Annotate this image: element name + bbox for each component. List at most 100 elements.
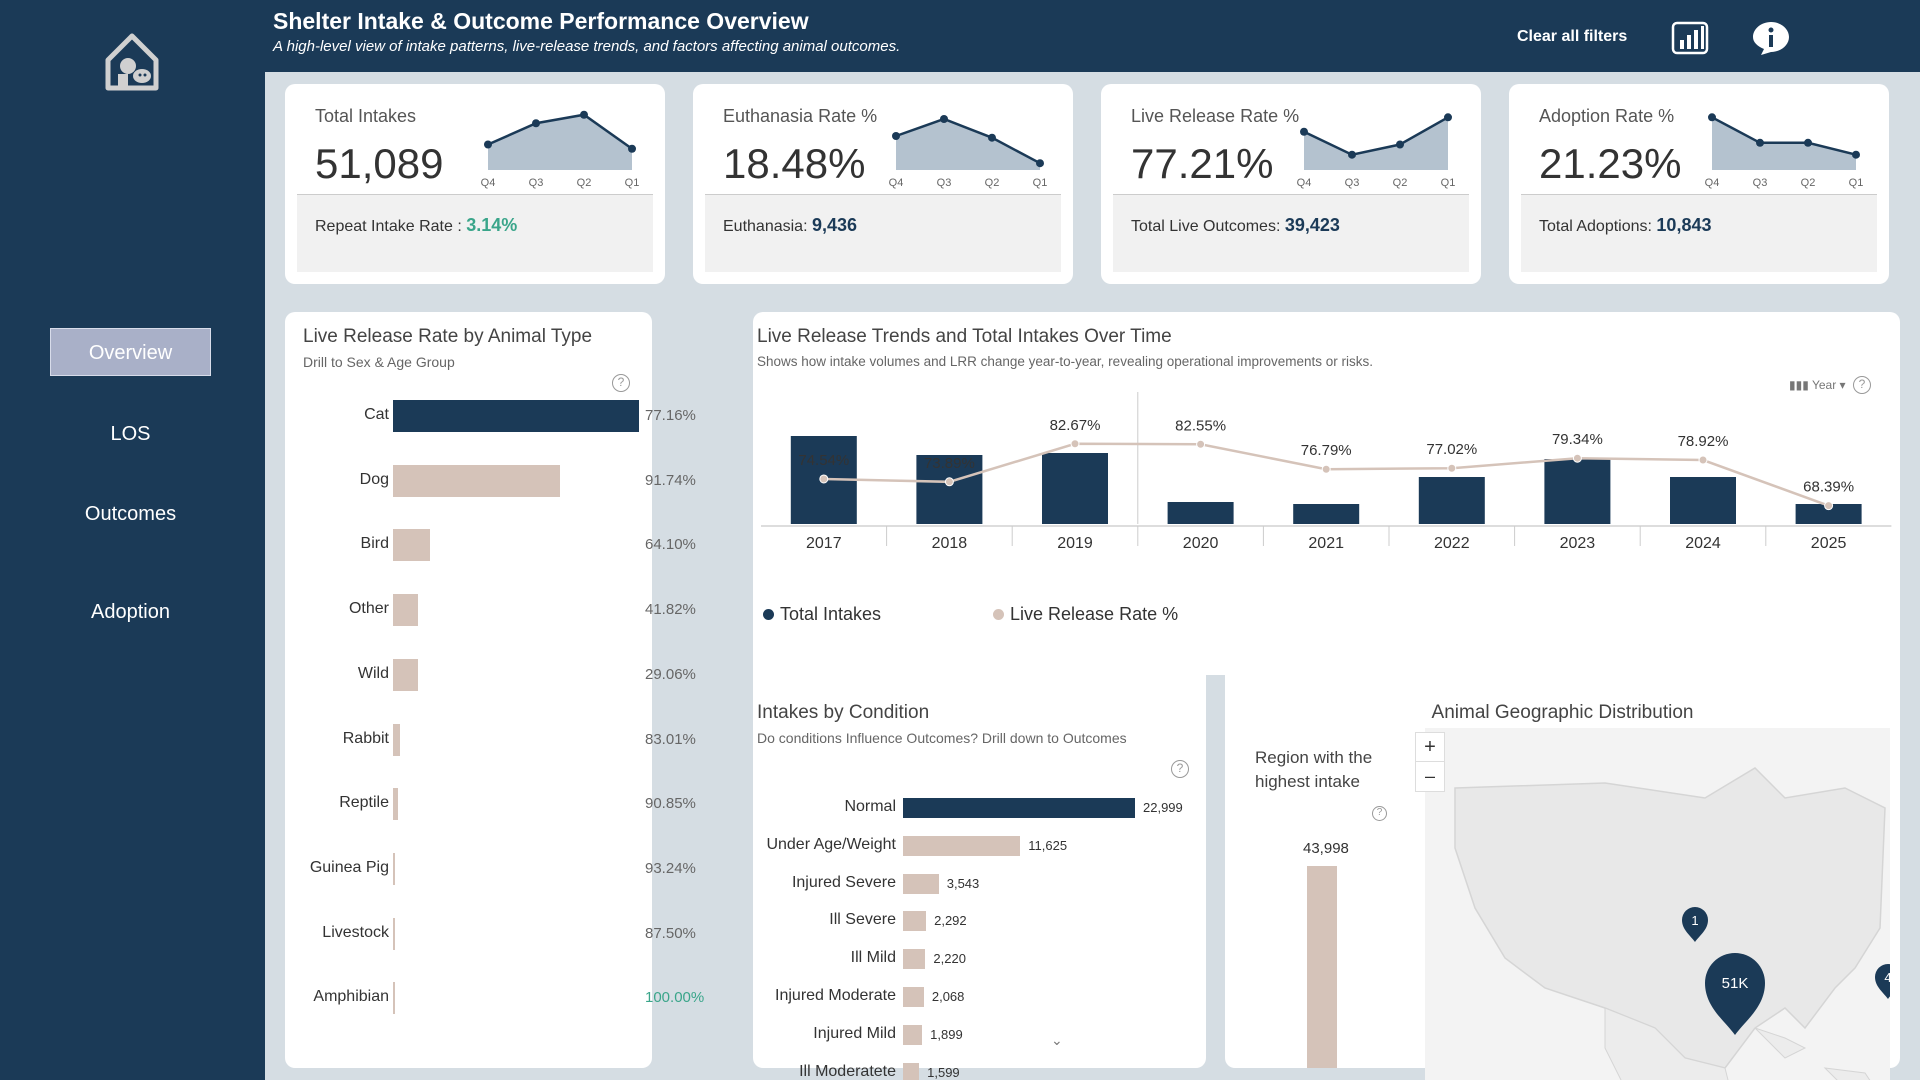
bar-total-intakes-2020[interactable] [1167, 502, 1234, 524]
bar-value: 3,543 [946, 875, 980, 891]
kpi-footer-label: Total Adoptions: [1539, 218, 1657, 235]
lrr-data-label: 82.67% [1050, 417, 1101, 434]
bar[interactable] [393, 723, 401, 756]
lrr-point [944, 477, 954, 487]
bar-total-intakes-2023[interactable] [1544, 459, 1611, 524]
bar-chart-icon[interactable] [1670, 20, 1710, 56]
bar-total-intakes-2021[interactable] [1293, 504, 1360, 524]
help-icon[interactable]: ? [1853, 376, 1871, 394]
kpi-footer-value: 39,423 [1284, 215, 1340, 235]
bar[interactable] [903, 1062, 920, 1080]
trends-chart: 2017 2018 2019 2020 2021 2022 2023 2024 2025 74.5… [761, 392, 1892, 552]
year-drill-button[interactable]: ▮▮▮ Year ▾ [1789, 378, 1846, 392]
help-icon[interactable]: ? [1171, 760, 1189, 778]
map-pin-large[interactable]: 51K [1705, 953, 1765, 1035]
sparkline-line [1711, 116, 1857, 156]
bar[interactable] [393, 852, 396, 885]
card-subtitle: Shows how intake volumes and LRR change … [757, 354, 1374, 369]
caribbean-shape [1754, 1027, 1871, 1080]
bar-value: 90.85% [645, 795, 696, 813]
bar-value: 11,625 [1028, 837, 1068, 853]
sparkline-tick: Q1 [1849, 177, 1864, 189]
bar[interactable] [903, 798, 1135, 818]
bar[interactable] [903, 987, 924, 1007]
clear-filters-button[interactable]: Clear all filters [1517, 28, 1628, 45]
bar[interactable] [393, 529, 430, 562]
kpi-footer-text: Total Live Outcomes: 39,423 [1131, 215, 1340, 236]
kpi-card: Euthanasia Rate % 18.48% Q4 Q3 Q2 Q1 Euthan… [693, 84, 1073, 284]
x-tick-label: 2023 [1560, 535, 1596, 552]
bar-value: 93.24% [645, 859, 696, 877]
bar-total-intakes-2024[interactable] [1670, 477, 1736, 524]
sparkline-point [988, 133, 996, 142]
bar-label: Injured Severe [791, 873, 896, 891]
nav-item-adoption[interactable]: Adoption [91, 601, 170, 623]
scroll-down-icon[interactable]: ⌄ [1051, 1032, 1063, 1048]
page-subtitle: A high-level view of intake patterns, li… [273, 38, 901, 55]
nav-item-overview[interactable]: Overview [50, 328, 211, 376]
card-title: Live Release Rate by Animal Type [303, 326, 593, 347]
lrr-trends-card: Live Release Trends and Total Intakes Ov… [753, 312, 1900, 675]
lrr-data-label: 73.89% [924, 455, 975, 472]
zoom-out-button[interactable]: – [1424, 766, 1435, 786]
bar[interactable] [903, 873, 939, 894]
map-pin[interactable]: 4 [1875, 964, 1890, 999]
sparkline-point [628, 144, 636, 153]
help-icon[interactable]: ? [612, 374, 630, 392]
bar[interactable] [903, 949, 926, 970]
lrr-point [1196, 439, 1206, 449]
bar-total-intakes-2018[interactable] [916, 455, 983, 524]
map-pin[interactable]: 1 [1682, 907, 1708, 942]
bar[interactable] [393, 917, 395, 950]
bar-label: Ill Mild [850, 949, 896, 967]
lrr-point [1070, 439, 1080, 449]
lrr-data-label: 74.54% [798, 452, 849, 469]
x-tick-label: 2017 [806, 535, 842, 552]
pin-label: 4 [1884, 970, 1890, 985]
sparkline-tick: Q2 [577, 177, 592, 189]
x-tick-label: 2024 [1685, 535, 1721, 552]
lrr-point [819, 474, 829, 484]
bar[interactable] [393, 594, 418, 627]
bar-total-intakes-2025[interactable] [1795, 504, 1862, 524]
bar-total-intakes-2019[interactable] [1042, 453, 1108, 524]
bar-label: Reptile [339, 794, 389, 812]
nav-item-outcomes[interactable]: Outcomes [84, 503, 177, 525]
kpi-value: 18.48% [723, 140, 866, 187]
kpi-sparkline: Q4 Q3 Q2 Q1 [889, 115, 1047, 189]
bar[interactable] [903, 911, 927, 932]
bar[interactable] [903, 835, 1021, 856]
chevron-down-icon: ▾ [1839, 378, 1846, 392]
bar-label: Ill Severe [829, 911, 896, 929]
lrr-point [1572, 453, 1582, 463]
sparkline-point [1804, 138, 1812, 147]
bar-total-intakes-2022[interactable] [1418, 477, 1485, 524]
sparkline-point [1708, 113, 1716, 122]
us-map[interactable]: 1 51K 4 3 1 2 [1425, 728, 1890, 1080]
sparkline-point [484, 140, 492, 149]
bar[interactable] [393, 464, 561, 497]
pin-label: 51K [1722, 975, 1749, 992]
bar-value: 22,999 [1143, 800, 1183, 815]
sparkline-tick: Q1 [625, 177, 640, 189]
help-icon[interactable]: ? [1372, 806, 1387, 821]
nav-item-los[interactable]: LOS [110, 423, 151, 445]
info-icon[interactable] [1751, 20, 1791, 56]
bar[interactable] [903, 1024, 923, 1045]
sparkline-point [1852, 150, 1860, 159]
bar[interactable] [393, 400, 639, 432]
bar[interactable] [393, 658, 418, 691]
zoom-in-button[interactable]: + [1416, 733, 1444, 762]
lrr-point [1321, 464, 1331, 474]
kpi-footer-text: Repeat Intake Rate : 3.14% [315, 215, 517, 236]
sparkline-tick: Q3 [529, 177, 544, 189]
bar[interactable] [393, 982, 395, 1015]
sparkline-tick: Q3 [1753, 177, 1768, 189]
bar-chart-icon: ▮▮▮ [1789, 378, 1809, 392]
bar[interactable] [393, 788, 398, 821]
kpi-title: Euthanasia Rate % [723, 106, 878, 126]
sparkline-tick: Q2 [985, 177, 1000, 189]
region-label: Region with the highest intake [1255, 748, 1373, 791]
legend-label: Total Intakes [780, 604, 882, 624]
region-bar[interactable] [1307, 866, 1337, 1068]
